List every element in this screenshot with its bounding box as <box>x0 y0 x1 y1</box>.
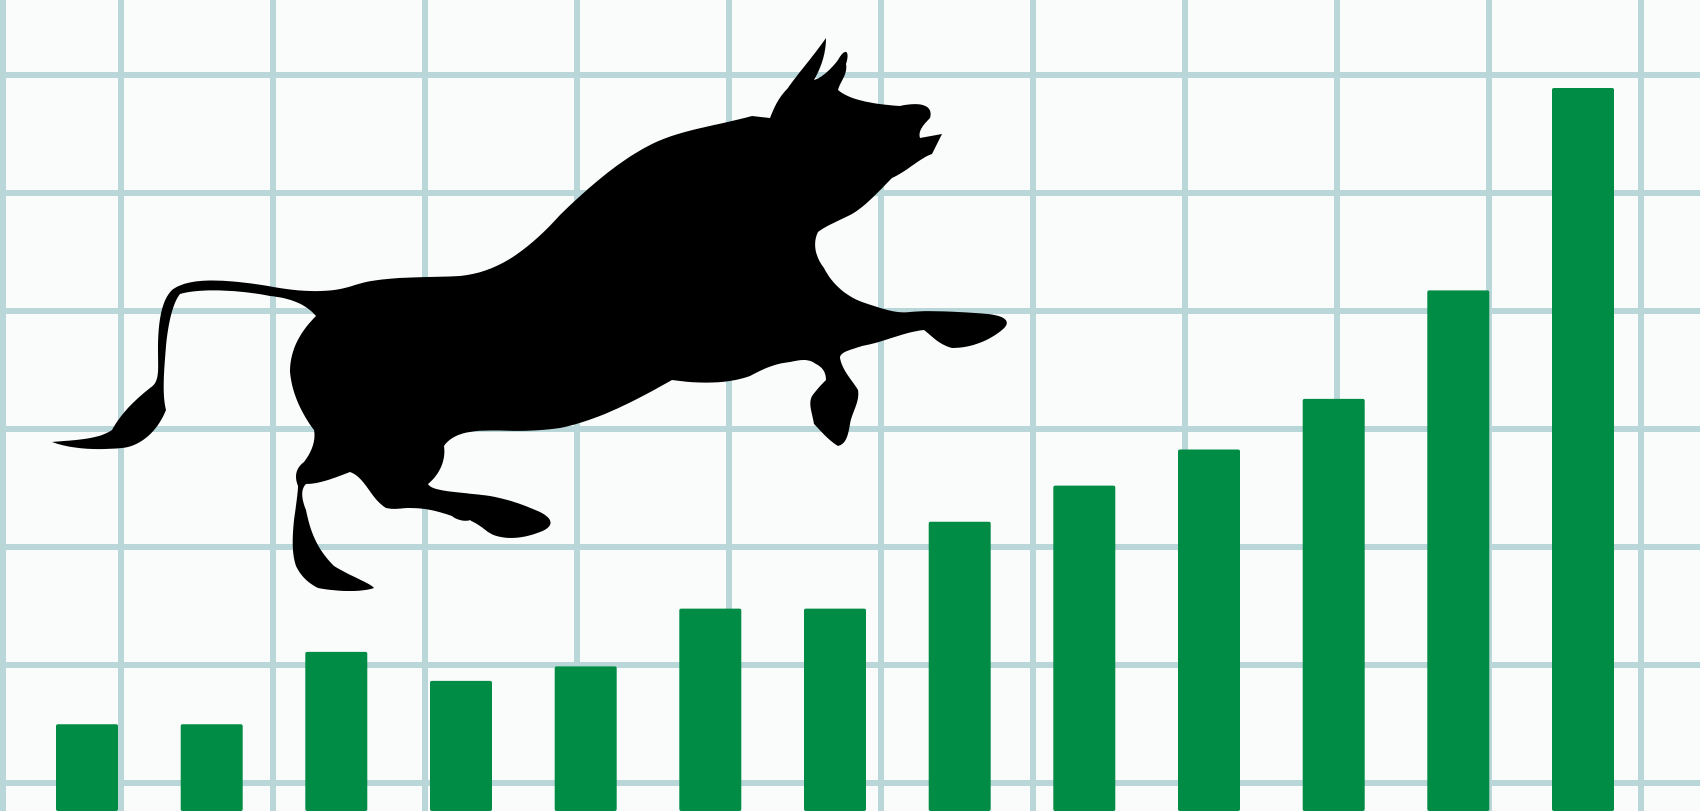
bull-silhouette-icon <box>52 38 1007 591</box>
bar-2 <box>180 724 243 811</box>
bar-1 <box>56 724 118 811</box>
bar-3 <box>305 651 368 811</box>
grid-line-vertical <box>0 0 6 811</box>
bar-9 <box>1053 485 1116 811</box>
bar-4 <box>430 680 492 811</box>
bull-silhouette <box>52 38 1007 591</box>
grid-line-vertical <box>1182 0 1188 811</box>
bar-5 <box>554 666 617 811</box>
bar-10 <box>1178 449 1240 811</box>
bar-12 <box>1427 290 1490 811</box>
bar-11 <box>1302 398 1365 811</box>
bars <box>56 88 1614 811</box>
grid-line-horizontal <box>0 426 1700 432</box>
grid-line-horizontal <box>0 544 1700 550</box>
grid-line-vertical <box>1030 0 1036 811</box>
bar-7 <box>804 608 866 811</box>
bar-6 <box>679 608 742 811</box>
bar-13 <box>1552 88 1614 811</box>
grid-line-vertical <box>1638 0 1644 811</box>
grid-line-vertical <box>270 0 276 811</box>
grid-line-vertical <box>878 0 884 811</box>
grid-line-vertical <box>118 0 124 811</box>
bar-8 <box>928 521 991 811</box>
grid-line-horizontal <box>0 72 1700 78</box>
grid-line-vertical <box>726 0 732 811</box>
